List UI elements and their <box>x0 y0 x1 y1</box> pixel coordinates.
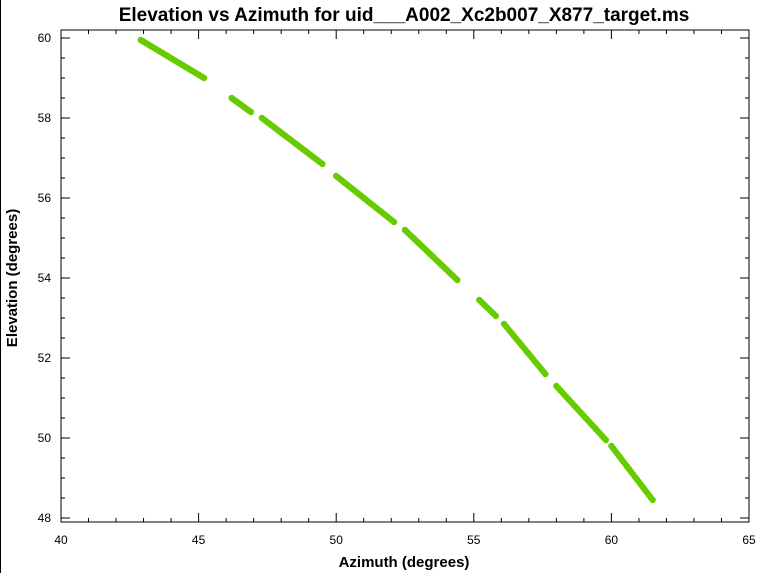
y-axis-label: Elevation (degrees) <box>4 209 21 347</box>
x-tick-label: 60 <box>605 533 619 547</box>
chart-title: Elevation vs Azimuth for uid___A002_Xc2b… <box>119 5 690 26</box>
data-point <box>602 436 610 444</box>
x-axis-label: Azimuth (degrees) <box>339 554 470 571</box>
x-tick-label: 55 <box>467 533 481 547</box>
x-tick-label: 45 <box>192 533 206 547</box>
y-tick-label: 56 <box>38 191 52 205</box>
data-point <box>454 276 461 284</box>
data-point <box>247 108 255 116</box>
y-tick-label: 54 <box>38 271 52 285</box>
data-point <box>492 312 500 320</box>
data-points <box>137 36 656 504</box>
data-point <box>649 496 656 504</box>
data-point <box>200 74 208 82</box>
axis-ticks: 40 45 50 55 60 65 48 50 52 54 56 58 60 <box>38 30 756 547</box>
y-tick-label: 60 <box>38 31 52 45</box>
y-tick-label: 50 <box>38 431 52 445</box>
data-point <box>542 370 549 378</box>
data-point <box>390 218 398 226</box>
x-tick-label: 65 <box>742 533 756 547</box>
data-point <box>319 160 326 168</box>
y-tick-label: 48 <box>38 511 52 525</box>
y-tick-label: 52 <box>38 351 52 365</box>
x-tick-label: 50 <box>330 533 344 547</box>
y-tick-label: 58 <box>38 111 52 125</box>
plot-frame <box>60 29 750 523</box>
x-tick-label: 40 <box>54 533 68 547</box>
